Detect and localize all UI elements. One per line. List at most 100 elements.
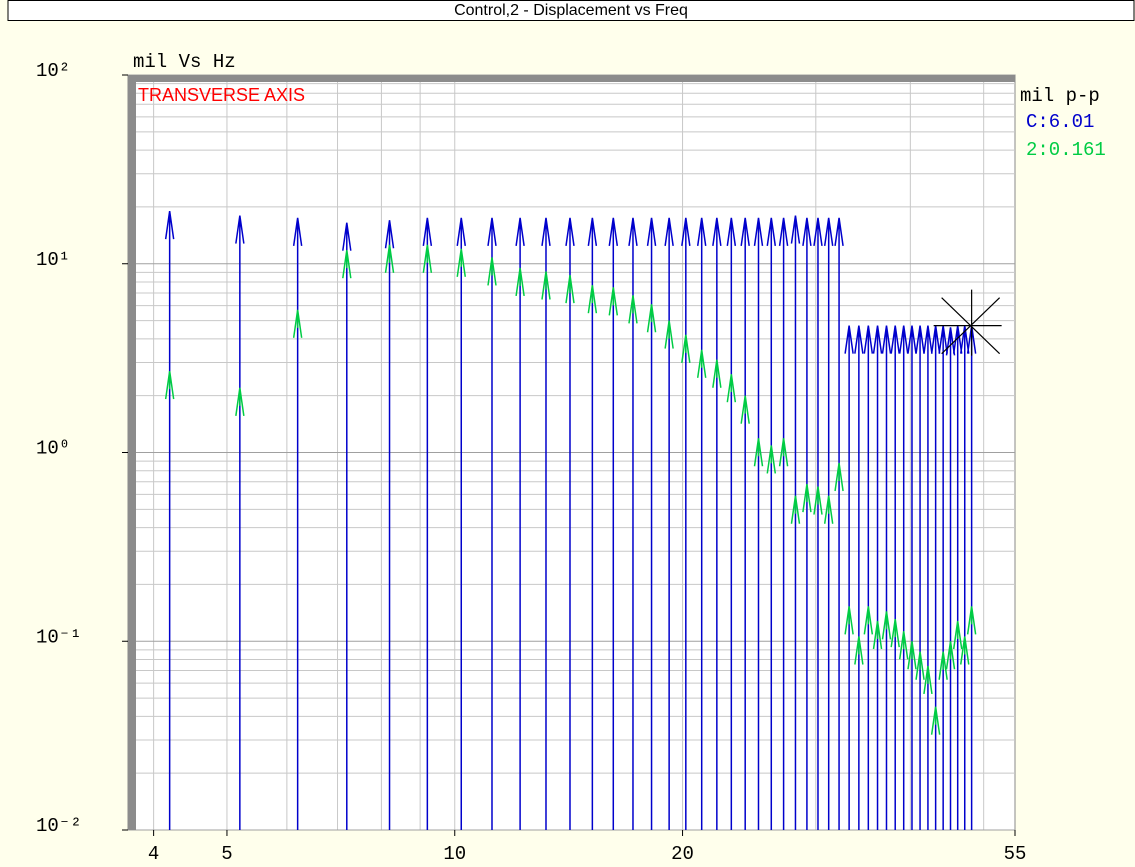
control-line	[907, 325, 917, 830]
control-line	[681, 217, 691, 830]
channel-marker	[766, 445, 777, 474]
channel-marker	[608, 287, 619, 316]
control-line	[164, 211, 175, 830]
control-line	[890, 325, 900, 830]
control-line	[813, 217, 823, 830]
control-line	[823, 217, 834, 830]
control-line	[834, 217, 844, 830]
control-line	[898, 325, 909, 830]
y-tick-label: 10⁻¹	[36, 626, 82, 648]
control-line	[712, 217, 722, 830]
marks	[164, 211, 977, 830]
x-tick-label: 5	[221, 843, 232, 865]
channel-marker	[664, 320, 674, 349]
channel-marker	[753, 438, 764, 467]
y-tick-label: 10⁻²	[36, 815, 82, 837]
channel-marker	[384, 244, 395, 273]
x-tick-label: 4	[148, 843, 159, 865]
control-line	[235, 215, 245, 830]
chart-title: Control,2 - Displacement vs Freq	[454, 2, 688, 19]
control-line	[726, 217, 737, 830]
control-line	[872, 325, 883, 830]
control-line	[863, 325, 874, 830]
control-line	[664, 217, 674, 830]
channel-marker	[930, 706, 941, 735]
channel-marker	[907, 641, 917, 670]
control-line	[422, 217, 433, 830]
bevel-left	[128, 75, 136, 830]
cursor	[933, 289, 1002, 356]
y-tick-label: 10⁰	[36, 438, 70, 460]
channel-marker	[726, 374, 737, 403]
control-line	[854, 325, 864, 830]
control-line	[778, 217, 789, 830]
channel-marker	[565, 275, 575, 304]
channel-marker	[966, 606, 977, 635]
channel-marker	[881, 611, 892, 640]
channel-marker	[959, 636, 970, 665]
channel-marker	[863, 606, 874, 635]
control-line	[740, 217, 750, 830]
channel-marker	[834, 462, 844, 492]
annotation: TRANSVERSE AXIS	[138, 85, 305, 105]
y-tick-label: 10¹	[36, 249, 70, 271]
x-tick-label: 20	[671, 843, 694, 865]
legend-title: mil p-p	[1020, 85, 1100, 107]
channel-marker	[235, 387, 245, 416]
channel-marker	[872, 620, 883, 650]
control-line	[587, 217, 598, 830]
channel-marker	[164, 370, 175, 400]
channel-marker	[422, 244, 433, 273]
channel-marker	[813, 486, 823, 515]
channel-marker	[938, 651, 948, 680]
control-line	[384, 220, 395, 830]
channel-marker	[802, 484, 812, 513]
control-line	[515, 217, 525, 830]
control-line	[628, 217, 638, 830]
x-tick-label: 55	[1004, 843, 1027, 865]
legend-entry: C:6.01	[1026, 111, 1094, 133]
control-line	[802, 217, 812, 830]
channel-marker	[844, 606, 854, 635]
control-line	[766, 217, 777, 830]
channel-marker	[778, 438, 789, 467]
control-line	[608, 217, 619, 830]
control-line	[487, 217, 497, 830]
channel-marker	[854, 636, 864, 665]
channel-marker	[456, 248, 467, 277]
channel-marker	[646, 304, 657, 333]
channel-marker	[915, 651, 925, 680]
channel-marker	[898, 631, 909, 660]
control-line	[541, 217, 551, 830]
y-tick-label: 10²	[36, 60, 70, 82]
control-line	[456, 217, 467, 830]
channel-marker	[628, 295, 638, 324]
channel-marker	[790, 495, 801, 524]
channel-marker	[292, 309, 303, 338]
legend-entry: 2:0.161	[1026, 139, 1106, 161]
control-line	[565, 217, 575, 830]
control-line	[881, 325, 892, 830]
control-line	[753, 217, 764, 830]
channel-marker	[890, 619, 900, 648]
channel-marker	[923, 665, 933, 695]
control-line	[945, 327, 956, 830]
axis-label: mil Vs Hz	[133, 51, 236, 73]
channel-marker	[952, 620, 963, 650]
control-line	[923, 325, 933, 830]
channel-marker	[823, 495, 834, 524]
control-line	[790, 215, 801, 830]
control-line	[696, 217, 707, 830]
control-line	[342, 222, 352, 830]
bevel-top	[128, 75, 1015, 82]
control-line	[844, 325, 854, 830]
title-bar	[7, 0, 1135, 21]
control-line	[915, 325, 925, 830]
channel-marker	[712, 359, 722, 388]
channel-marker	[515, 267, 525, 297]
channel-marker	[681, 334, 691, 363]
channel-marker	[696, 349, 707, 378]
channel-marker	[945, 641, 956, 670]
